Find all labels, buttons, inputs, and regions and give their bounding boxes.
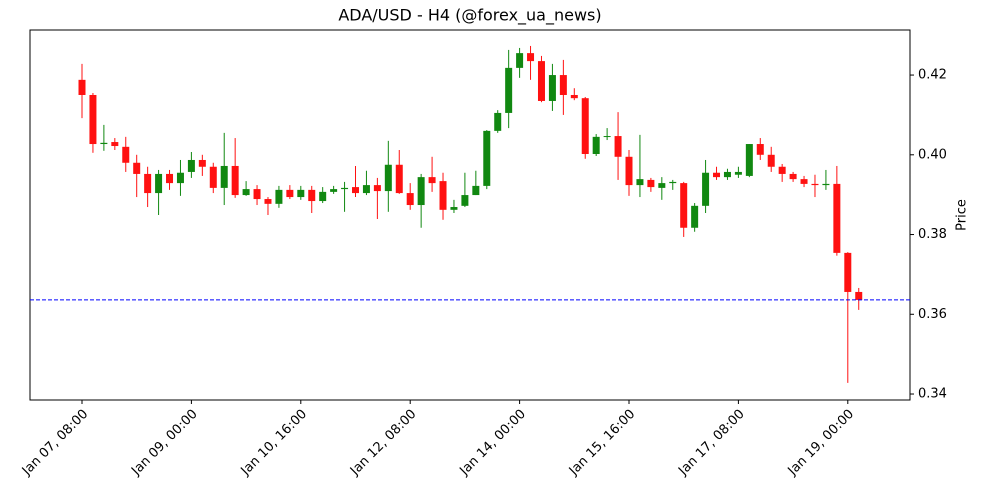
y-tick-label: 0.40 bbox=[918, 147, 947, 162]
candle-body bbox=[111, 142, 119, 147]
candle-body bbox=[78, 79, 86, 95]
candle-body bbox=[275, 189, 283, 204]
candle-body bbox=[723, 171, 731, 178]
candle-body bbox=[417, 177, 425, 206]
candle-body bbox=[548, 75, 556, 101]
candle-body bbox=[231, 165, 239, 196]
candle-body bbox=[352, 187, 359, 194]
candle-body bbox=[811, 183, 819, 186]
x-tick-label: Jan 14, 00:00 bbox=[456, 407, 528, 479]
candle-body bbox=[570, 94, 578, 99]
candle-body bbox=[242, 189, 250, 196]
candle-body bbox=[745, 144, 753, 176]
candle-body bbox=[713, 172, 721, 178]
x-tick-label: Jan 10, 16:00 bbox=[238, 407, 310, 479]
candle-body bbox=[330, 189, 338, 192]
candle-body bbox=[669, 181, 677, 184]
candle-body bbox=[155, 173, 163, 194]
candle-body bbox=[537, 61, 545, 101]
candle-body bbox=[625, 156, 633, 186]
candle-body bbox=[516, 53, 524, 68]
candle-body bbox=[395, 164, 403, 194]
candle-body bbox=[384, 164, 392, 192]
candle-body bbox=[855, 291, 863, 300]
candle-body bbox=[472, 185, 480, 196]
candle-body bbox=[822, 183, 830, 186]
y-tick-label: 0.42 bbox=[918, 68, 947, 83]
candle-body bbox=[166, 173, 174, 184]
candle-body bbox=[461, 195, 469, 206]
candle-body bbox=[592, 136, 600, 154]
candle-body bbox=[362, 185, 370, 194]
candle-body bbox=[373, 185, 381, 192]
candle-body bbox=[187, 159, 195, 172]
x-tick-label: Jan 15, 16:00 bbox=[566, 407, 638, 479]
candle-body bbox=[614, 136, 622, 157]
candle-body bbox=[647, 179, 655, 188]
candle-body bbox=[483, 130, 491, 186]
candle-body bbox=[505, 67, 513, 113]
candle-body bbox=[264, 199, 272, 204]
candle-body bbox=[209, 166, 217, 188]
candle-body bbox=[800, 179, 808, 184]
candle-body bbox=[319, 191, 327, 202]
candle-body bbox=[636, 179, 644, 186]
x-tick-label: Jan 12, 08:00 bbox=[347, 407, 419, 479]
candle-body bbox=[734, 171, 742, 175]
candle-body bbox=[100, 142, 108, 145]
candle-body bbox=[527, 53, 535, 62]
candle-body bbox=[658, 183, 666, 188]
candle-body bbox=[603, 136, 611, 138]
candle-body bbox=[89, 94, 97, 145]
candle-body bbox=[767, 154, 775, 167]
y-tick-label: 0.36 bbox=[918, 307, 947, 322]
x-tick-label: Jan 09, 00:00 bbox=[128, 407, 200, 479]
candle-body bbox=[778, 166, 786, 174]
candle-body bbox=[406, 193, 414, 206]
x-tick-label: Jan 17, 08:00 bbox=[675, 407, 747, 479]
candle-body bbox=[756, 144, 764, 155]
chart-title: ADA/USD - H4 (@forex_ua_news) bbox=[338, 6, 601, 26]
candle-body bbox=[691, 205, 699, 228]
candle-body bbox=[702, 172, 710, 206]
candle-body bbox=[581, 98, 589, 154]
candle-body bbox=[220, 165, 228, 188]
candle-body bbox=[253, 189, 261, 200]
x-tick-label: Jan 19, 00:00 bbox=[785, 407, 857, 479]
candle-body bbox=[144, 173, 152, 194]
candle-body bbox=[439, 181, 447, 210]
x-tick-label: Jan 07, 08:00 bbox=[19, 407, 91, 479]
candle-body bbox=[789, 173, 797, 180]
y-axis-label: Price bbox=[955, 199, 970, 231]
candle-body bbox=[198, 159, 206, 167]
candle-body bbox=[844, 252, 852, 292]
candle-body bbox=[450, 207, 458, 210]
candle-body bbox=[833, 183, 841, 253]
y-tick-label: 0.38 bbox=[918, 227, 947, 242]
candle-body bbox=[559, 75, 567, 95]
candle-body bbox=[680, 183, 688, 228]
candle-body bbox=[494, 112, 502, 131]
y-tick-label: 0.34 bbox=[918, 387, 947, 402]
candle-body bbox=[341, 187, 349, 190]
candle-body bbox=[428, 177, 436, 184]
candle-body bbox=[297, 189, 305, 198]
candle-body bbox=[176, 172, 184, 184]
plot-frame bbox=[29, 29, 911, 401]
candle-body bbox=[133, 162, 141, 174]
candle-body bbox=[308, 189, 316, 202]
candle-body bbox=[286, 189, 294, 198]
candle-body bbox=[122, 146, 130, 163]
